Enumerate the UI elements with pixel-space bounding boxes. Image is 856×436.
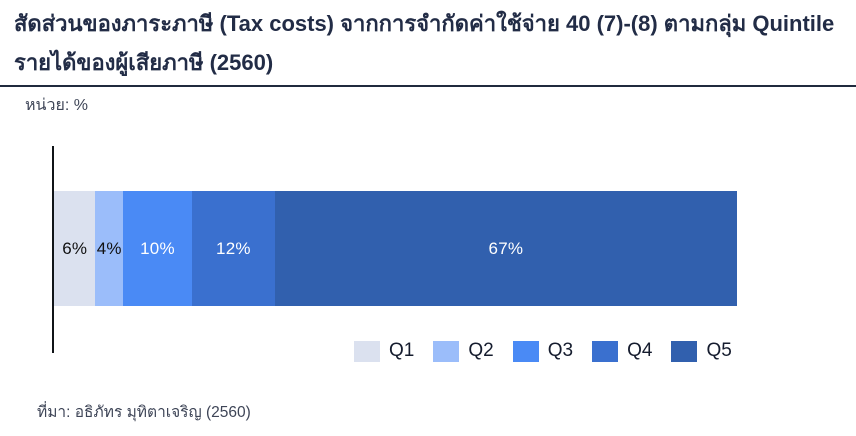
legend-swatch-q3 [512, 340, 539, 362]
stacked-bar: 6% 4% 10% 12% 67% [54, 191, 737, 306]
legend-swatch-q2 [433, 340, 460, 362]
title-divider [0, 85, 856, 87]
legend-item-q4: Q4 [592, 340, 652, 362]
legend-item-q3: Q3 [512, 340, 574, 362]
bar-segment-label-q3: 10% [140, 238, 175, 258]
bar-segment-q1: 6% [54, 191, 96, 306]
bar-segment-label-q4: 12% [216, 238, 251, 258]
bar-segment-q2: 4% [95, 191, 123, 306]
legend-label-q5: Q5 [706, 340, 732, 361]
legend-item-q5: Q5 [671, 340, 732, 362]
legend-swatch-q4 [592, 340, 619, 362]
bar-segment-q3: 10% [122, 191, 192, 306]
legend-item-q1: Q1 [354, 340, 414, 362]
bar-segment-label-q1: 6% [62, 238, 88, 258]
bar-segment-label-q2: 4% [96, 238, 122, 258]
bar-segment-q4: 12% [191, 191, 275, 306]
legend-label-q2: Q2 [468, 340, 494, 361]
legend-swatch-q5 [671, 340, 698, 362]
bar-segment-q5: 67% [274, 191, 737, 306]
legend-item-q2: Q2 [433, 340, 494, 362]
legend-label-q1: Q1 [389, 340, 415, 361]
legend-label-q3: Q3 [547, 340, 574, 361]
legend-swatch-q1 [354, 340, 380, 362]
unit-label: หน่วย: % [25, 97, 88, 114]
legend-label-q4: Q4 [627, 340, 653, 361]
source-note: ที่มา: อธิภัทร มุทิตาเจริญ (2560) [37, 404, 251, 421]
chart-title: สัดส่วนของภาระภาษี (Tax costs) จากการจำก… [14, 11, 835, 75]
bar-segment-label-q5: 67% [488, 238, 524, 258]
legend: Q1 Q2 Q3 Q4 Q5 [354, 340, 732, 362]
y-axis-line [52, 146, 54, 353]
